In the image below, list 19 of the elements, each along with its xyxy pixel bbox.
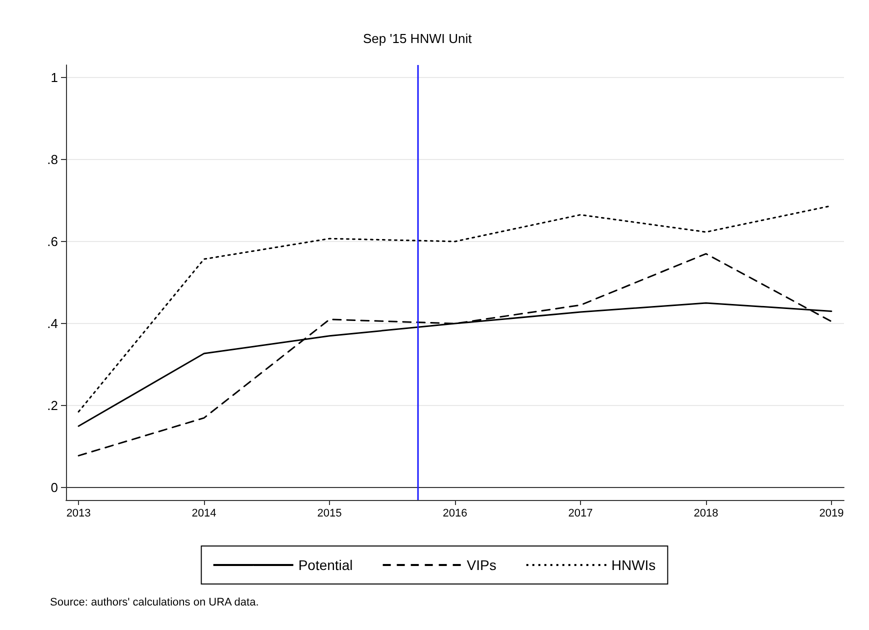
y-tick-label: 1: [50, 70, 58, 85]
ref-line-label: Sep '15 HNWI Unit: [363, 31, 472, 46]
line-series: [78, 253, 832, 456]
x-tick-label: 2016: [442, 508, 468, 520]
y-tick-label: .8: [47, 152, 58, 167]
x-tick-label: 2019: [819, 508, 844, 520]
x-tick-label: 2018: [694, 508, 718, 520]
x-tick-label: 2017: [568, 508, 593, 520]
y-tick-label: .2: [47, 398, 58, 414]
x-tick-label: 2014: [192, 508, 216, 520]
y-tick-label: .6: [47, 234, 58, 249]
legend-label: VIPs: [466, 557, 496, 573]
legend-label: HNWIs: [611, 557, 656, 573]
source-note: Source: authors' calculations on URA data.: [50, 596, 259, 608]
y-tick-label: .4: [47, 316, 58, 332]
x-tick-label: 2013: [66, 508, 91, 520]
legend-label: Potential: [298, 557, 353, 573]
y-tick-label: 0: [50, 480, 58, 496]
x-tick-label: 2015: [317, 508, 342, 520]
